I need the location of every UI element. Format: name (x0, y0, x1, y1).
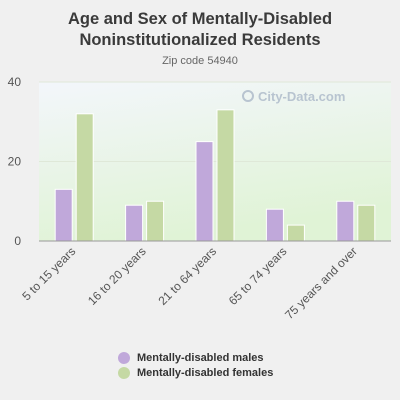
bar-males (336, 200, 355, 242)
legend-label-females: Mentally-disabled females (137, 366, 274, 379)
watermark-text: City-Data.com (258, 89, 345, 104)
y-tick-label: 20 (8, 155, 22, 169)
x-tick-label: 65 to 74 years (226, 244, 290, 308)
bars (54, 109, 376, 242)
bar-females (75, 113, 94, 242)
watermark: City-Data.com (242, 89, 345, 104)
legend-swatch-females (118, 366, 130, 379)
bar-males (195, 141, 214, 242)
bar-females (357, 204, 376, 242)
bar-females (146, 200, 165, 242)
bar-males (265, 208, 284, 242)
legend: Mentally-disabled males Mentally-disable… (118, 350, 273, 380)
y-tick-label: 40 (8, 75, 22, 89)
bar-females (286, 224, 305, 242)
x-tick-labels: 5 to 15 years 16 to 20 years 21 to 64 year… (19, 244, 360, 322)
legend-item-males: Mentally-disabled males (118, 350, 273, 365)
chart-title: Age and Sex of Mentally-Disabled Noninst… (0, 9, 400, 51)
bar-females (216, 109, 235, 242)
legend-label-males: Mentally-disabled males (137, 351, 264, 364)
x-tick-label: 75 years and over (282, 244, 360, 322)
x-tick-label: 21 to 64 years (155, 244, 219, 308)
bar-males (125, 204, 144, 242)
legend-swatch-males (118, 351, 130, 364)
chart-subtitle: Zip code 54940 (162, 55, 238, 67)
y-tick-label: 0 (14, 234, 21, 248)
watermark-icon (242, 90, 254, 102)
legend-item-females: Mentally-disabled females (118, 365, 273, 380)
y-tick-labels: 0 20 40 (8, 75, 22, 248)
gridlines (39, 81, 391, 162)
chart-title-line-2: Noninstitutionalized Residents (79, 31, 321, 49)
x-tick-label: 16 to 20 years (85, 244, 149, 308)
chart-title-line-1: Age and Sex of Mentally-Disabled (67, 10, 333, 28)
bar-males (54, 188, 73, 242)
x-tick-label: 5 to 15 years (19, 244, 78, 303)
